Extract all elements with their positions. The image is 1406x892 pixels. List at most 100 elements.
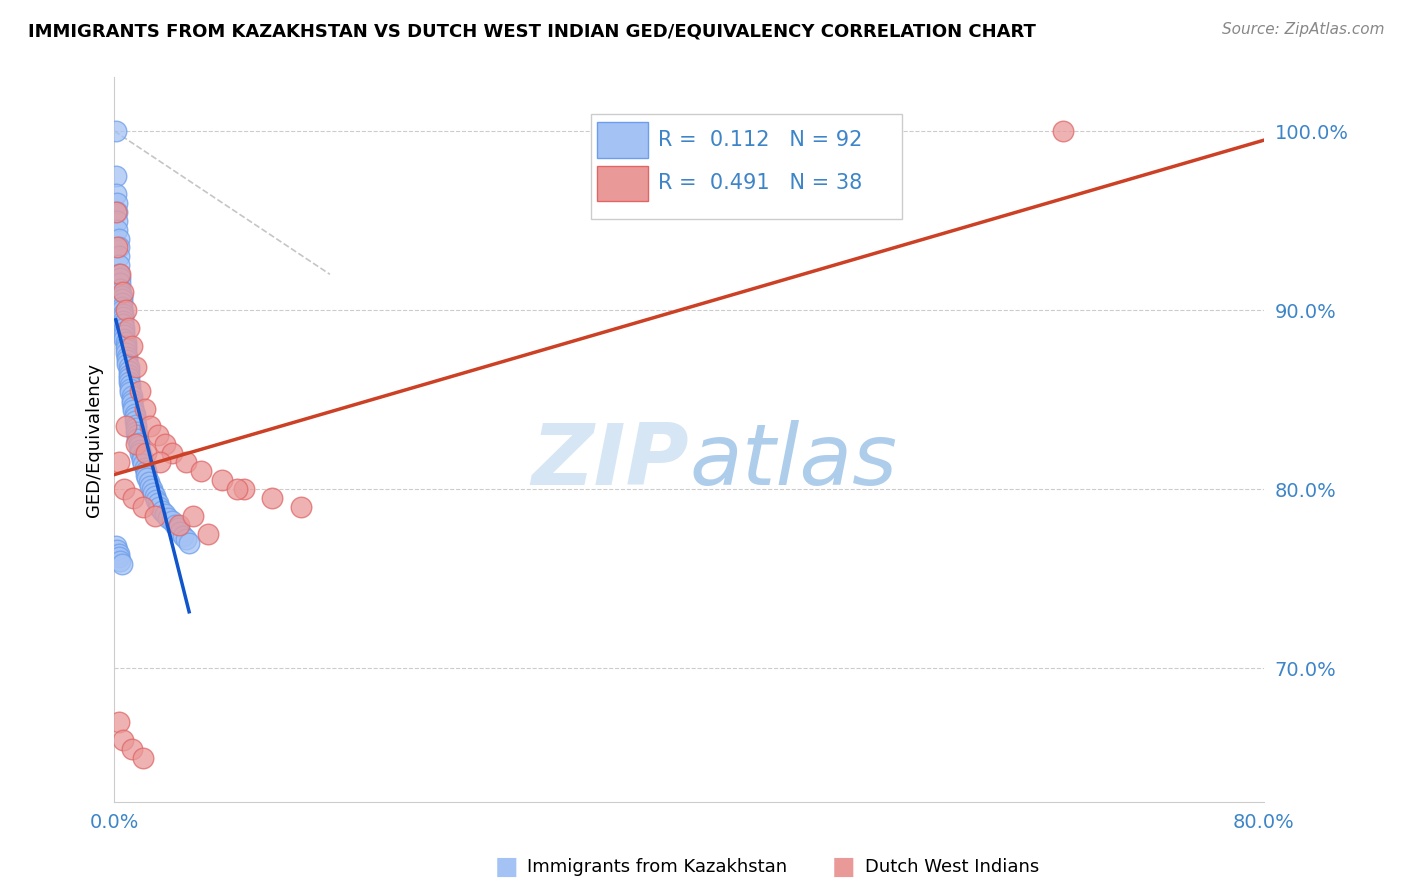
Point: [107, 455, 129, 469]
Point: [125, 437, 148, 451]
Point: [117, 353, 139, 368]
Point: [121, 741, 143, 756]
Point: [104, 540, 127, 554]
Point: [112, 307, 135, 321]
Point: [232, 482, 254, 496]
Point: [112, 732, 135, 747]
Point: [141, 482, 163, 496]
Point: [117, 350, 139, 364]
Point: [125, 425, 148, 439]
Point: [105, 222, 128, 236]
Point: [179, 535, 201, 549]
Point: [290, 500, 312, 514]
Point: [135, 467, 157, 482]
Point: [107, 249, 129, 263]
Point: [110, 303, 132, 318]
Point: [166, 521, 188, 535]
Point: [114, 325, 136, 339]
Point: [128, 439, 150, 453]
Point: [135, 464, 157, 478]
Point: [183, 508, 205, 523]
Point: [124, 407, 146, 421]
Point: [115, 343, 138, 357]
Point: [114, 482, 136, 496]
Point: [135, 446, 157, 460]
Point: [136, 471, 159, 485]
Point: [107, 550, 129, 565]
Point: [131, 450, 153, 464]
Point: [190, 464, 212, 478]
Point: [107, 240, 129, 254]
Point: [132, 750, 155, 764]
Point: [107, 714, 129, 729]
Point: [139, 419, 162, 434]
Text: Dutch West Indians: Dutch West Indians: [865, 858, 1039, 876]
Text: IMMIGRANTS FROM KAZAKHSTAN VS DUTCH WEST INDIAN GED/EQUIVALENCY CORRELATION CHAR: IMMIGRANTS FROM KAZAKHSTAN VS DUTCH WEST…: [28, 22, 1036, 40]
Text: R =  0.112   N = 92: R = 0.112 N = 92: [658, 129, 862, 150]
Point: [115, 339, 138, 353]
Point: [143, 489, 166, 503]
Point: [145, 492, 167, 507]
Point: [107, 547, 129, 561]
Point: [134, 460, 156, 475]
FancyBboxPatch shape: [598, 166, 648, 202]
Point: [115, 419, 138, 434]
Point: [121, 339, 143, 353]
Point: [143, 508, 166, 523]
Point: [112, 310, 135, 325]
Point: [108, 554, 131, 568]
Point: [115, 303, 138, 318]
Point: [156, 510, 179, 524]
Point: [104, 204, 127, 219]
Point: [153, 437, 176, 451]
Point: [174, 532, 197, 546]
Point: [120, 385, 142, 400]
Point: [108, 285, 131, 300]
Point: [115, 346, 138, 360]
Point: [129, 442, 152, 457]
Point: [129, 446, 152, 460]
Point: [105, 543, 128, 558]
Point: [127, 428, 149, 442]
Point: [163, 517, 186, 532]
Point: [120, 378, 142, 392]
Point: [121, 389, 143, 403]
Point: [122, 491, 145, 505]
Point: [197, 526, 219, 541]
Point: [150, 503, 173, 517]
Point: [132, 500, 155, 514]
Point: [105, 213, 128, 227]
Text: Source: ZipAtlas.com: Source: ZipAtlas.com: [1222, 22, 1385, 37]
Point: [104, 186, 127, 201]
Point: [107, 231, 129, 245]
Point: [132, 457, 155, 471]
Point: [124, 410, 146, 425]
Point: [110, 300, 132, 314]
Point: [1052, 124, 1074, 138]
Point: [131, 453, 153, 467]
Point: [118, 364, 141, 378]
Point: [110, 558, 132, 572]
Point: [122, 403, 145, 417]
Point: [169, 524, 191, 539]
Point: [134, 401, 156, 416]
Point: [121, 392, 143, 407]
Point: [128, 435, 150, 450]
Point: [211, 473, 233, 487]
Point: [174, 455, 197, 469]
Point: [112, 318, 135, 332]
Text: Immigrants from Kazakhstan: Immigrants from Kazakhstan: [527, 858, 787, 876]
FancyBboxPatch shape: [592, 113, 901, 219]
Point: [110, 296, 132, 310]
FancyBboxPatch shape: [598, 122, 648, 158]
Point: [112, 285, 135, 300]
Point: [107, 268, 129, 282]
Point: [104, 169, 127, 183]
Point: [153, 507, 176, 521]
Point: [108, 282, 131, 296]
Text: R =  0.491   N = 38: R = 0.491 N = 38: [658, 173, 862, 194]
Point: [149, 455, 172, 469]
Point: [114, 332, 136, 346]
Point: [146, 496, 169, 510]
Point: [122, 400, 145, 414]
